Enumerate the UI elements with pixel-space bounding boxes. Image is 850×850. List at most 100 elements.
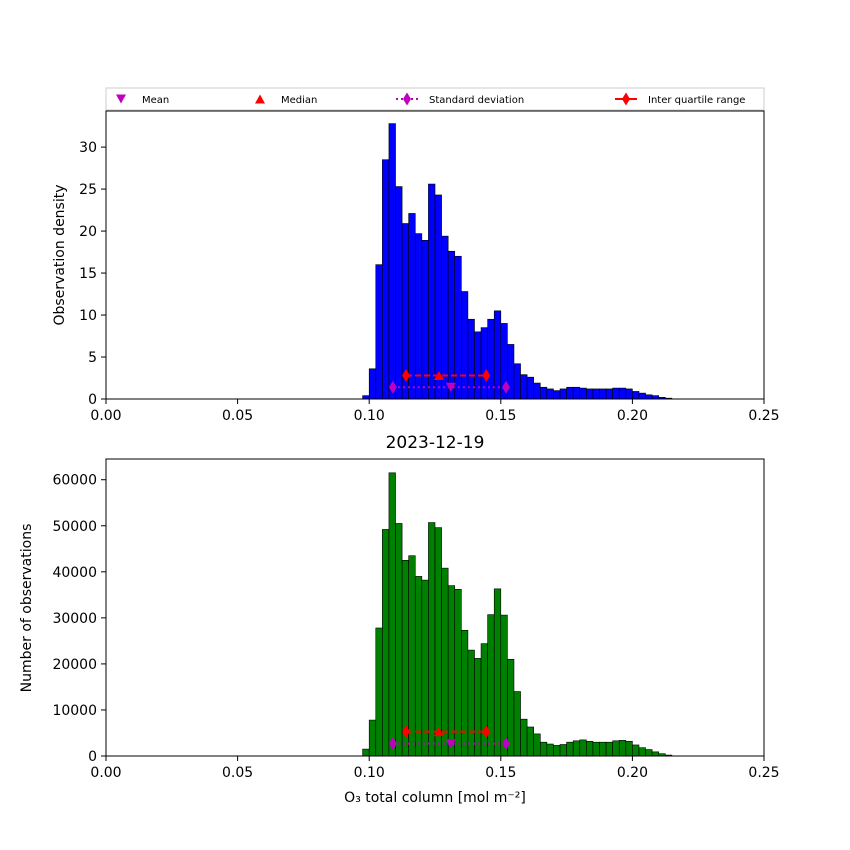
count-histogram-bar bbox=[467, 649, 475, 757]
y-tick-label: 20 bbox=[79, 224, 97, 240]
count-histogram-bar bbox=[388, 472, 396, 757]
count-histogram-bar bbox=[513, 691, 521, 757]
density-histogram-bar bbox=[382, 159, 390, 400]
density-histogram-bar bbox=[434, 194, 442, 400]
density-histogram-bar bbox=[546, 388, 554, 400]
legend-entry: Standard deviation bbox=[396, 92, 524, 106]
density-histogram-bar bbox=[559, 388, 567, 400]
x-tick-label: 0.25 bbox=[748, 408, 779, 424]
legend-mean-marker bbox=[116, 94, 126, 104]
std-deviation-high-marker bbox=[502, 380, 511, 394]
legend-diamond-marker bbox=[622, 92, 630, 106]
count-histogram-bar bbox=[592, 741, 600, 757]
count-histogram-bar bbox=[382, 529, 390, 757]
density-histogram-bar bbox=[507, 344, 515, 400]
density-histogram-bar bbox=[625, 388, 633, 400]
x-tick-label: 0.10 bbox=[354, 408, 385, 424]
density-histogram-bar bbox=[493, 310, 502, 400]
count-histogram-bar bbox=[625, 740, 633, 757]
y-tick-label: 20000 bbox=[52, 657, 97, 673]
density-histogram-bar bbox=[586, 388, 594, 400]
legend-label: Standard deviation bbox=[429, 95, 524, 106]
density-histogram-bar bbox=[454, 255, 462, 400]
legend-median-marker bbox=[255, 94, 265, 104]
count-histogram-bar bbox=[428, 522, 436, 757]
density-plot-frame bbox=[105, 110, 765, 400]
iqr-low-marker bbox=[402, 368, 411, 382]
count-y-axis-label: Number of observations bbox=[19, 524, 35, 693]
density-histogram-bar bbox=[480, 327, 488, 400]
count-histogram-bar bbox=[599, 741, 607, 757]
count-plot-frame bbox=[105, 458, 765, 757]
density-histogram-bar bbox=[579, 387, 587, 400]
density-histogram-panel: 0.00 0.05 0.10 0.15 0.20 0.25 0 5 10 15 20 25 30 Ob… bbox=[52, 110, 780, 424]
density-histogram-bar bbox=[414, 233, 423, 400]
count-histogram-bar bbox=[546, 743, 554, 757]
legend-entry: Mean bbox=[116, 94, 169, 106]
mean-marker bbox=[445, 382, 456, 392]
density-histogram-bar bbox=[428, 183, 436, 400]
count-x-axis: 0.00 0.05 0.10 0.15 0.20 0.25 bbox=[90, 756, 780, 781]
density-histogram-bar bbox=[638, 392, 646, 400]
legend-label: Median bbox=[281, 95, 317, 106]
count-histogram-bar bbox=[612, 740, 620, 757]
x-tick-label: 0.05 bbox=[222, 765, 253, 781]
density-x-axis: 0.00 0.05 0.10 0.15 0.20 0.25 bbox=[90, 399, 780, 424]
legend-label: Mean bbox=[142, 95, 169, 106]
density-histogram-bar bbox=[474, 331, 482, 400]
density-histogram-bar bbox=[592, 388, 600, 400]
legend-label: Inter quartile range bbox=[648, 95, 745, 106]
y-tick-label: 0 bbox=[88, 749, 97, 765]
count-statistics-markers bbox=[388, 725, 511, 751]
x-tick-label: 0.00 bbox=[90, 408, 121, 424]
mean-marker bbox=[445, 739, 456, 749]
density-histogram-bar bbox=[605, 388, 613, 400]
count-histogram-bar bbox=[651, 751, 660, 757]
y-tick-label: 0 bbox=[88, 392, 97, 408]
count-histogram-bar bbox=[645, 749, 653, 757]
y-tick-label: 60000 bbox=[52, 473, 97, 489]
count-histogram-bar bbox=[586, 740, 594, 757]
density-histogram-bar bbox=[651, 395, 660, 400]
x-tick-label: 0.05 bbox=[222, 408, 253, 424]
density-y-axis: 0 5 10 15 20 25 30 bbox=[79, 140, 106, 408]
y-tick-label: 30000 bbox=[52, 611, 97, 627]
legend: Mean Median Standard deviation Inter quarti… bbox=[105, 87, 765, 111]
count-histogram-bar bbox=[605, 741, 613, 757]
density-histogram-bar bbox=[388, 123, 396, 400]
density-histogram-bar bbox=[632, 391, 640, 400]
x-tick-label: 0.20 bbox=[617, 408, 648, 424]
y-tick-label: 40000 bbox=[52, 565, 97, 581]
count-histogram-bar bbox=[461, 629, 469, 757]
iqr-high-marker bbox=[482, 368, 491, 382]
count-histogram-bar bbox=[579, 739, 587, 757]
count-histogram-panel: 2023-12-19 0.00 0.05 0.10 0.15 0.20 0.25 0 100… bbox=[19, 433, 780, 806]
count-plot-title: 2023-12-19 bbox=[386, 433, 485, 453]
count-histogram-bar bbox=[553, 745, 561, 757]
x-tick-label: 0.15 bbox=[485, 765, 516, 781]
count-histogram-bar bbox=[559, 744, 567, 757]
count-histogram-bar bbox=[368, 719, 377, 757]
count-histogram-bar bbox=[572, 740, 581, 757]
y-tick-label: 15 bbox=[79, 266, 97, 282]
count-histogram-bar bbox=[474, 658, 482, 757]
y-tick-label: 10 bbox=[79, 308, 97, 324]
iqr-low-marker bbox=[402, 725, 411, 739]
x-tick-label: 0.20 bbox=[617, 765, 648, 781]
y-tick-label: 50000 bbox=[52, 519, 97, 535]
count-histogram-bar bbox=[632, 744, 640, 757]
count-histogram-bar bbox=[638, 747, 646, 757]
count-y-axis: 0 10000 20000 30000 40000 50000 60000 bbox=[52, 473, 106, 765]
count-histogram-bar bbox=[480, 643, 488, 757]
x-tick-label: 0.25 bbox=[748, 765, 779, 781]
count-histogram-bar bbox=[408, 555, 416, 757]
density-histogram-bar bbox=[461, 291, 469, 400]
count-histogram-bar bbox=[533, 733, 541, 757]
density-histogram-bars bbox=[362, 123, 673, 400]
count-x-axis-label: O₃ total column [mol m⁻²] bbox=[344, 790, 526, 806]
count-histogram-bar bbox=[375, 627, 383, 757]
density-histogram-bar bbox=[362, 395, 370, 400]
density-histogram-bar bbox=[553, 390, 561, 400]
count-histogram-bar bbox=[618, 740, 627, 757]
density-histogram-bar bbox=[645, 394, 653, 400]
